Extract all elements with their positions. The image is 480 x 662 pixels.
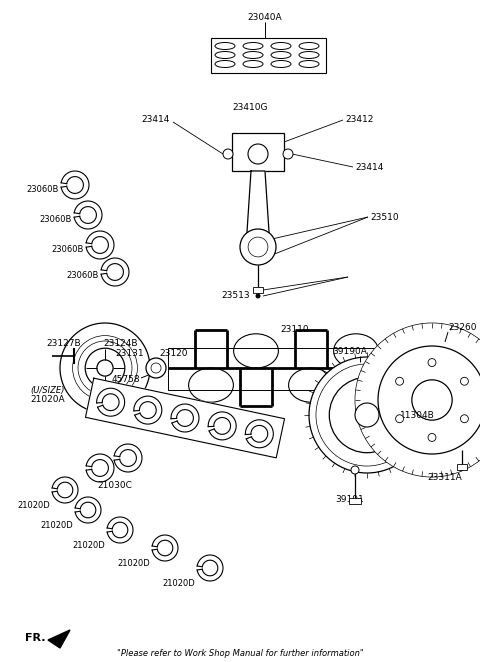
Text: 23060B: 23060B xyxy=(52,244,84,254)
Text: 23414: 23414 xyxy=(355,162,384,171)
Circle shape xyxy=(240,229,276,265)
Text: 21020A: 21020A xyxy=(30,395,65,404)
Bar xyxy=(349,498,361,504)
Text: 23412: 23412 xyxy=(345,115,373,124)
Text: 23513: 23513 xyxy=(221,291,250,299)
Bar xyxy=(211,38,326,73)
Text: 23060B: 23060B xyxy=(67,271,99,281)
Circle shape xyxy=(396,377,404,385)
Ellipse shape xyxy=(334,334,378,368)
Circle shape xyxy=(309,357,425,473)
Circle shape xyxy=(460,415,468,422)
Circle shape xyxy=(97,360,113,376)
Circle shape xyxy=(248,237,268,257)
Text: 23414: 23414 xyxy=(142,115,170,124)
Text: 23260: 23260 xyxy=(448,324,477,332)
Text: 23410G: 23410G xyxy=(232,103,268,111)
Text: 23311A: 23311A xyxy=(427,473,462,483)
Circle shape xyxy=(223,149,233,159)
Polygon shape xyxy=(85,378,285,458)
Circle shape xyxy=(378,346,480,454)
Text: 21030C: 21030C xyxy=(97,481,132,489)
Circle shape xyxy=(78,341,132,395)
Ellipse shape xyxy=(288,368,334,402)
Polygon shape xyxy=(48,630,70,648)
Bar xyxy=(457,464,467,470)
Text: 23127B: 23127B xyxy=(46,340,81,348)
Bar xyxy=(253,287,263,293)
Text: 11304B: 11304B xyxy=(400,410,435,420)
Text: FR.: FR. xyxy=(25,633,46,643)
Circle shape xyxy=(255,293,261,299)
Circle shape xyxy=(355,323,480,477)
Circle shape xyxy=(85,348,125,388)
Text: 23131: 23131 xyxy=(115,350,144,359)
Text: 21020D: 21020D xyxy=(40,522,73,530)
Text: 39191: 39191 xyxy=(336,495,364,504)
Polygon shape xyxy=(246,171,270,247)
Circle shape xyxy=(72,336,137,401)
Text: 23110: 23110 xyxy=(281,326,309,334)
Circle shape xyxy=(248,144,268,164)
Text: 23060B: 23060B xyxy=(40,214,72,224)
Text: 23060B: 23060B xyxy=(26,185,59,193)
Text: 21020D: 21020D xyxy=(162,579,195,589)
Ellipse shape xyxy=(234,334,278,368)
Circle shape xyxy=(146,358,166,378)
Circle shape xyxy=(60,323,150,413)
Text: 21020D: 21020D xyxy=(117,559,150,569)
Bar xyxy=(168,348,403,390)
Circle shape xyxy=(428,434,436,442)
Text: 23120: 23120 xyxy=(159,350,188,359)
Circle shape xyxy=(396,415,404,422)
Circle shape xyxy=(329,377,405,453)
Circle shape xyxy=(351,466,359,474)
Circle shape xyxy=(428,359,436,367)
Text: 39190A: 39190A xyxy=(333,348,367,357)
Text: "Please refer to Work Shop Manual for further information": "Please refer to Work Shop Manual for fu… xyxy=(117,649,363,659)
Text: 45758: 45758 xyxy=(111,375,140,385)
Circle shape xyxy=(151,363,161,373)
Circle shape xyxy=(283,149,293,159)
Text: 21020D: 21020D xyxy=(72,542,105,551)
Text: 23510: 23510 xyxy=(370,213,398,222)
Text: 21020D: 21020D xyxy=(17,502,50,510)
Text: 23124B: 23124B xyxy=(103,340,137,348)
Circle shape xyxy=(460,377,468,385)
Circle shape xyxy=(412,380,452,420)
Circle shape xyxy=(355,403,379,427)
Bar xyxy=(232,133,284,171)
Circle shape xyxy=(316,364,418,466)
Text: (U/SIZE): (U/SIZE) xyxy=(30,385,64,395)
Text: 23040A: 23040A xyxy=(248,13,282,23)
Circle shape xyxy=(360,328,480,472)
Ellipse shape xyxy=(189,368,233,402)
